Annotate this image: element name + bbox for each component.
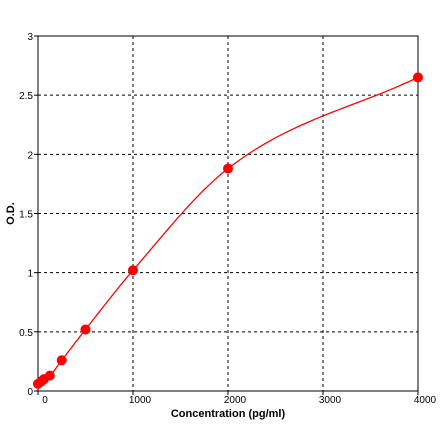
x-tick-label: 4000 [414, 395, 437, 406]
x-tick-label: 1000 [129, 395, 152, 406]
y-tick-label: 0.5 [19, 328, 33, 339]
y-tick-label: 2 [27, 150, 33, 161]
data-point [413, 72, 423, 83]
y-axis-title: O.D. [5, 202, 17, 225]
axis-ticks [34, 35, 419, 395]
y-tick-label: 0 [27, 387, 33, 398]
data-points [33, 72, 423, 389]
x-tick-label: 0 [42, 395, 48, 406]
y-tick-label: 2.5 [19, 91, 33, 102]
tick-labels: 0 1000 2000 3000 4000 0 0.5 1 1.5 2 2.5 3 [19, 32, 436, 406]
data-point [128, 265, 138, 276]
data-point [44, 370, 55, 381]
data-point [80, 324, 91, 335]
x-tick-label: 2000 [224, 395, 247, 406]
y-tick-label: 3 [27, 32, 33, 43]
x-tick-label: 3000 [319, 395, 342, 406]
y-tick-label: 1.5 [19, 210, 33, 221]
grid-lines [38, 36, 418, 391]
y-tick-label: 1 [27, 269, 33, 280]
data-point [223, 163, 233, 174]
data-point [56, 355, 67, 366]
x-axis-title: Concentration (pg/ml) [171, 408, 286, 420]
